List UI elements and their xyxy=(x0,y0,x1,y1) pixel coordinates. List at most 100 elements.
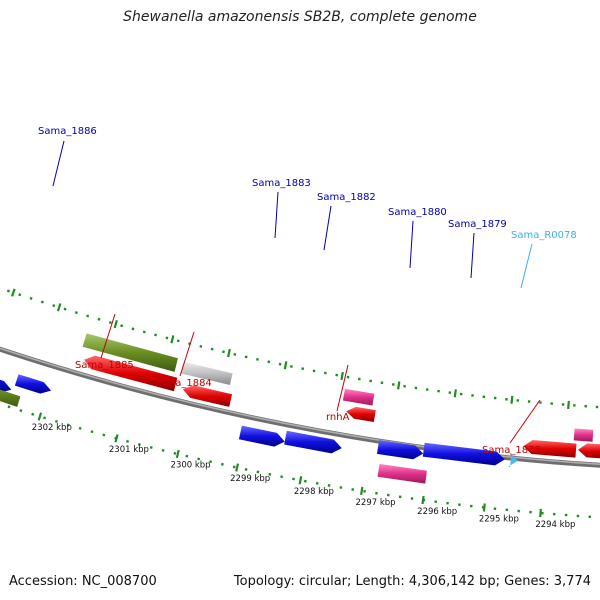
ruler-outer-major-tick xyxy=(175,449,180,459)
callout-leader xyxy=(179,331,195,377)
callout-leader xyxy=(470,232,475,279)
ruler-outer-dot xyxy=(19,409,23,413)
ruler-outer-dot xyxy=(446,501,449,505)
accession-label: Accession: NC_008700 xyxy=(9,574,157,589)
ruler-outer-dot xyxy=(410,497,414,500)
ruler-inner-dot xyxy=(437,389,440,393)
ruler-inner-dot xyxy=(210,347,214,351)
ruler-inner-dot xyxy=(448,391,452,394)
callout-leader xyxy=(336,364,349,412)
ruler-outer-major-tick xyxy=(539,508,542,518)
ruler-inner-dot xyxy=(312,369,316,373)
ruler-outer-dot xyxy=(149,446,153,449)
ruler-inner-dot xyxy=(323,371,327,375)
ruler-inner-dot xyxy=(493,396,497,400)
ruler-inner-dot xyxy=(595,405,599,409)
ruler-inner-major-tick xyxy=(283,361,288,370)
gene-feature xyxy=(376,440,424,460)
ruler-inner-dot xyxy=(539,401,542,404)
ruler-inner-dot xyxy=(97,317,101,321)
ruler-outer-dot xyxy=(7,405,11,409)
ruler-outer-dot xyxy=(292,477,295,481)
ruler-inner-major-tick xyxy=(170,335,175,344)
ruler-outer-dot xyxy=(386,493,390,497)
ruler-inner-dot xyxy=(278,362,282,366)
ruler-outer-dot xyxy=(185,454,189,458)
ruler-inner-dot xyxy=(176,339,180,343)
gene-label: Sama_1884 xyxy=(153,378,212,389)
ruler-inner-dot xyxy=(369,379,373,383)
gene-feature xyxy=(578,443,600,459)
ruler-outer-dot xyxy=(161,448,165,452)
gene-label: Sama_1883 xyxy=(252,178,311,189)
ruler-outer-dot xyxy=(505,508,509,512)
tick-label: 2296 kbp xyxy=(417,507,457,517)
gene-feature xyxy=(82,333,178,372)
gene-label: Sama_1878 xyxy=(482,445,541,456)
map-title: Shewanella amazonensis SB2B, complete ge… xyxy=(123,9,477,25)
ruler-inner-dot xyxy=(550,402,554,405)
ruler-tick-labels: 2302 kbp 2301 kbp 2300 kbp 2299 kbp 2298 kbp… xyxy=(32,423,576,530)
ruler-inner-major-tick xyxy=(113,319,118,329)
callout-leader xyxy=(100,313,116,359)
callout-leader xyxy=(323,205,332,251)
ruler-outer-dot xyxy=(458,503,461,506)
ruler-inner-dot xyxy=(380,381,384,385)
ruler-inner-major-tick xyxy=(226,348,231,358)
ruler-outer-dot xyxy=(315,481,319,485)
ruler-outer-dot xyxy=(588,515,592,519)
ruler-outer-dot xyxy=(268,472,272,476)
callout-leader xyxy=(409,220,414,269)
ruler-inner-major-tick xyxy=(453,389,457,398)
gene-feature xyxy=(523,440,577,458)
gene-feature xyxy=(0,379,12,393)
ruler-outer-dot xyxy=(54,419,58,423)
callout-leader xyxy=(274,191,279,239)
gene-label: rnhA xyxy=(326,412,350,423)
gene-feature xyxy=(0,389,21,407)
ruler-outer-dot xyxy=(244,468,248,471)
gene-label: Sama_1885 xyxy=(75,360,134,371)
ruler-outer-dot xyxy=(517,509,520,513)
ruler-inner-dot xyxy=(289,365,293,368)
ruler-inner-dot xyxy=(63,307,67,311)
ruler-outer-dot xyxy=(280,475,284,479)
tick-label: 2302 kbp xyxy=(32,423,72,433)
ruler-outer-dot xyxy=(90,430,94,434)
ruler-outer-dot xyxy=(576,514,580,518)
gene-feature xyxy=(377,463,427,484)
ruler-outer-dot xyxy=(469,504,473,508)
ruler-inner-major-tick xyxy=(567,400,570,410)
ruler-inner-dot xyxy=(561,403,565,406)
ruler-outer-dot xyxy=(256,470,260,474)
ruler-outer-dot xyxy=(173,451,177,455)
ruler-outer-dot xyxy=(351,488,355,491)
ruler-outer-dot xyxy=(43,416,47,420)
ruler-outer-dot xyxy=(137,442,141,446)
ruler-outer-dot xyxy=(303,479,307,483)
ruler-inner-dot xyxy=(18,293,22,297)
gene-label: Sama_R0078 xyxy=(511,230,577,241)
gene-feature xyxy=(342,388,375,406)
ruler-outer-major-tick xyxy=(298,476,303,485)
ruler-outer-major-tick xyxy=(421,495,425,505)
ruler-inner-major-tick xyxy=(397,381,401,390)
topology-label: Topology: circular; Length: 4,306,142 bp… xyxy=(233,574,591,589)
ruler-inner-dot xyxy=(120,324,124,328)
gene-label: Sama_1886 xyxy=(38,126,97,137)
ruler-inner-dot xyxy=(482,395,486,399)
gene-label: Sama_1879 xyxy=(448,219,507,230)
ruler-outer-dot xyxy=(564,513,568,517)
ruler-outer-dot xyxy=(327,484,331,487)
gene-feature xyxy=(84,355,178,392)
ruler-inner-dot xyxy=(256,357,259,361)
ruler-inner-dot xyxy=(505,397,508,401)
ruler-outer-dot xyxy=(220,462,224,466)
ruler-outer-dot xyxy=(529,510,532,514)
gene-feature xyxy=(180,361,233,386)
ruler-inner-major-tick xyxy=(56,303,62,312)
ruler-inner-dot xyxy=(74,311,78,315)
ruler-inner-dot xyxy=(244,355,248,359)
backbone-highlight xyxy=(0,347,600,465)
ruler-inner-dot xyxy=(86,314,90,318)
